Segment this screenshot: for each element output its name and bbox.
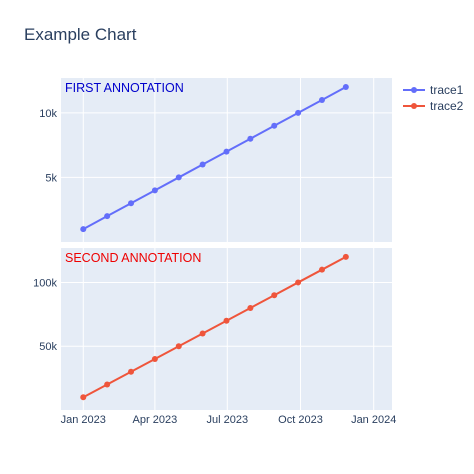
- plot-background: [61, 78, 392, 242]
- legend-label: trace1: [430, 83, 464, 97]
- x-tick-label: Jul 2023: [206, 414, 248, 426]
- legend-marker: [411, 87, 417, 93]
- data-point: [318, 96, 325, 103]
- y-tick-label: 10k: [39, 108, 57, 120]
- data-point: [199, 161, 206, 168]
- data-point: [271, 292, 278, 299]
- data-point: [128, 368, 135, 375]
- plot-area: 5k 10k FIRST ANNOTATION 50k 100k SECOND ANNOT…: [33, 78, 392, 410]
- data-point: [128, 200, 135, 207]
- y-tick-label: 5k: [45, 172, 57, 184]
- legend-item-trace2[interactable]: trace2: [403, 99, 464, 113]
- annotation-1: FIRST ANNOTATION: [65, 81, 184, 95]
- data-point: [223, 148, 230, 155]
- annotation-2: SECOND ANNOTATION: [65, 251, 201, 265]
- data-point: [80, 394, 87, 401]
- data-point: [104, 213, 111, 220]
- legend-label: trace2: [430, 99, 464, 113]
- x-axis: Jan 2023 Apr 2023 Jul 2023 Oct 2023 Jan 2024: [61, 414, 397, 426]
- data-point: [342, 84, 349, 91]
- data-point: [80, 226, 87, 233]
- y-tick-label: 100k: [33, 277, 57, 289]
- subplot-1: 5k 10k FIRST ANNOTATION: [39, 78, 392, 242]
- plot-background: [61, 248, 392, 410]
- subplot-2: 50k 100k SECOND ANNOTATION: [33, 248, 392, 410]
- series-line-trace1: [82, 86, 347, 230]
- data-point: [318, 266, 325, 273]
- data-point: [247, 135, 254, 142]
- series-line-trace2: [82, 256, 347, 399]
- data-point: [175, 343, 182, 350]
- legend[interactable]: trace1 trace2: [403, 83, 464, 113]
- x-tick-label: Jan 2024: [351, 414, 396, 426]
- data-point: [175, 174, 182, 181]
- data-point: [295, 109, 302, 116]
- chart-title: Example Chart: [24, 25, 137, 44]
- data-point: [151, 187, 158, 194]
- y-tick-label: 50k: [39, 341, 57, 353]
- data-point: [271, 122, 278, 129]
- data-point: [223, 317, 230, 324]
- x-tick-label: Jan 2023: [61, 414, 106, 426]
- legend-item-trace1[interactable]: trace1: [403, 83, 464, 97]
- data-point: [104, 381, 111, 388]
- data-point: [199, 330, 206, 337]
- x-tick-label: Oct 2023: [278, 414, 323, 426]
- x-tick-label: Apr 2023: [133, 414, 178, 426]
- data-point: [151, 355, 158, 362]
- legend-marker: [411, 103, 417, 109]
- data-point: [247, 304, 254, 311]
- data-point: [295, 279, 302, 286]
- data-point: [342, 253, 349, 260]
